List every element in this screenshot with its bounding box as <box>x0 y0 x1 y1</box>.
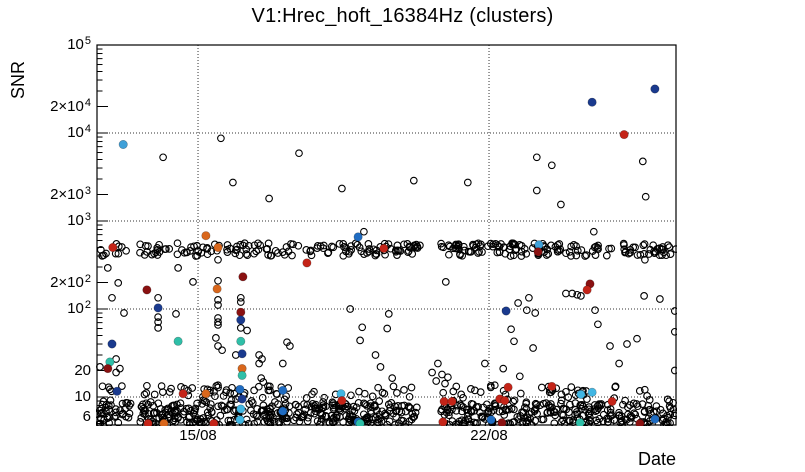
colored-points <box>103 84 660 426</box>
data-point <box>650 414 660 424</box>
data-point <box>379 243 389 253</box>
data-point <box>159 419 169 426</box>
data-point <box>575 418 585 426</box>
data-point <box>112 386 122 396</box>
data-point <box>439 396 449 406</box>
data-point <box>302 258 312 268</box>
data-point <box>236 404 246 414</box>
y-tick-label: 103 <box>67 211 91 229</box>
x-tick-label: 15/08 <box>179 427 217 444</box>
data-point <box>236 315 246 325</box>
data-point <box>438 417 448 426</box>
cluster-noise-floor-core <box>96 399 677 426</box>
data-point <box>173 336 183 346</box>
data-point <box>547 381 557 391</box>
data-point <box>107 339 117 349</box>
data-point <box>533 247 543 257</box>
data-point <box>213 243 223 253</box>
y-tick-label: 2×103 <box>50 184 91 203</box>
plot-frame <box>96 44 677 426</box>
y-tick-label: 102 <box>67 299 91 317</box>
data-point <box>178 389 188 399</box>
data-point <box>353 232 363 242</box>
scatter-points <box>96 84 677 426</box>
data-point <box>500 396 510 406</box>
y-axis-title: SNR <box>8 60 28 99</box>
data-point <box>576 389 586 399</box>
x-axis-title: Date <box>637 449 676 469</box>
y-tick-label: 2×104 <box>50 96 91 115</box>
data-point <box>447 396 457 406</box>
y-tick-label: 2×102 <box>50 272 91 291</box>
data-point <box>238 272 248 282</box>
data-point <box>201 389 211 399</box>
data-point <box>236 307 246 317</box>
data-point <box>355 419 365 426</box>
data-point <box>607 396 617 406</box>
data-point <box>209 419 219 426</box>
data-point <box>153 303 163 313</box>
data-point <box>237 370 247 380</box>
data-point <box>236 336 246 346</box>
data-point <box>635 419 645 426</box>
y-tick-label: 104 <box>67 123 91 141</box>
data-point <box>582 285 592 295</box>
data-point <box>201 231 211 241</box>
plot-title: V1:Hrec_hoft_16384Hz (clusters) <box>251 5 554 27</box>
axis-ticks <box>97 44 656 425</box>
data-point <box>143 419 153 426</box>
data-point <box>212 284 222 294</box>
data-point <box>235 415 245 425</box>
data-point <box>503 382 513 392</box>
data-point <box>237 394 247 404</box>
gridlines <box>97 45 676 425</box>
data-point <box>235 384 245 394</box>
data-point <box>587 387 597 397</box>
y-tick-label: 6 <box>82 407 91 425</box>
y-tick-label: 20 <box>74 361 91 379</box>
data-point <box>103 364 113 374</box>
data-point <box>650 84 660 94</box>
x-tick-label: 22/08 <box>470 427 508 444</box>
data-point <box>486 415 496 425</box>
data-point <box>237 349 247 359</box>
cluster-main-band <box>96 239 677 260</box>
data-point <box>587 97 597 107</box>
data-point <box>337 396 347 406</box>
open-points <box>96 134 677 399</box>
data-point <box>278 385 288 395</box>
data-point <box>142 285 152 295</box>
data-point <box>108 243 118 253</box>
data-point <box>497 418 507 426</box>
y-tick-label: 10 <box>74 388 91 405</box>
data-point <box>619 130 629 140</box>
data-point <box>501 306 511 316</box>
data-point <box>278 406 288 416</box>
data-point <box>118 140 128 150</box>
y-tick-label: 105 <box>67 35 91 53</box>
